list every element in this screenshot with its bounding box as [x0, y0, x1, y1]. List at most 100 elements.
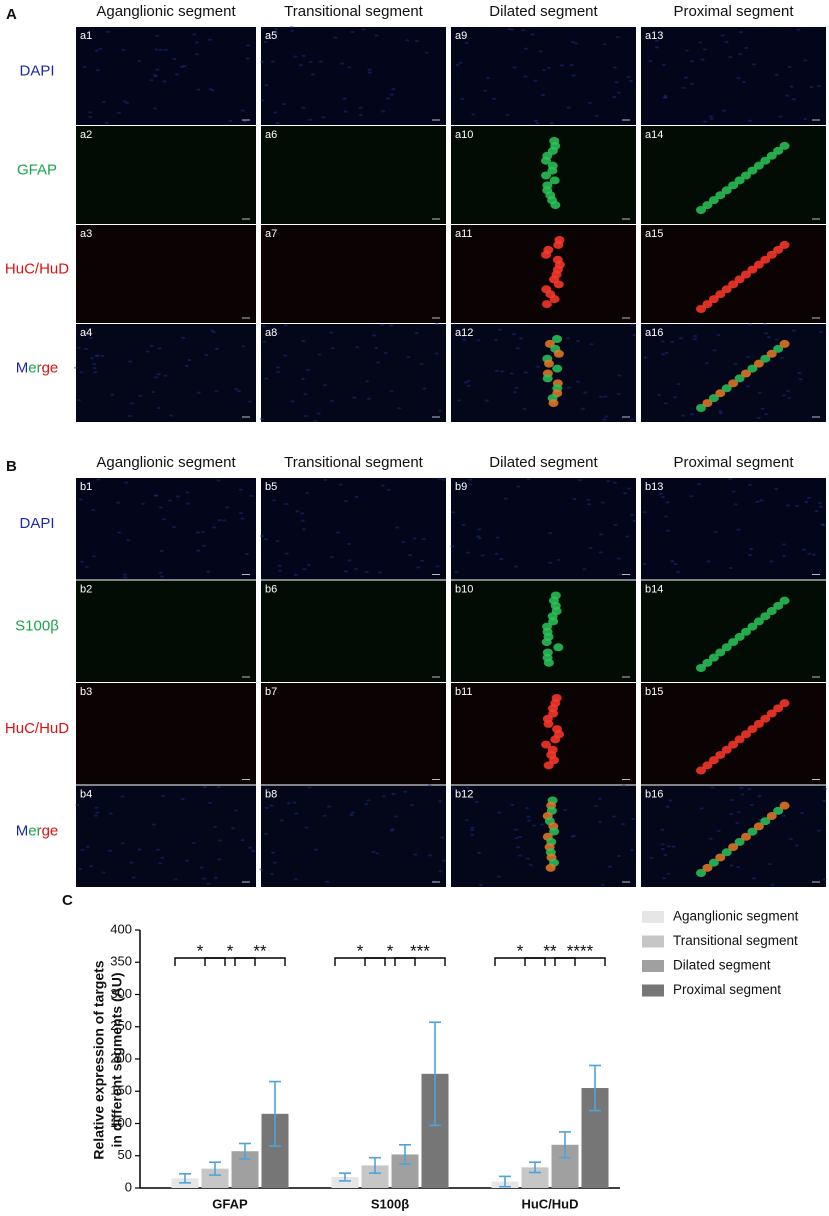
nucleus — [803, 117, 808, 120]
nucleus — [196, 549, 201, 552]
nucleus — [159, 549, 164, 552]
nucleus — [663, 94, 668, 97]
tile-label: a8 — [265, 327, 277, 339]
nucleus — [91, 508, 96, 511]
nucleus — [277, 569, 282, 572]
nucleus — [620, 823, 625, 826]
nucleus — [408, 554, 413, 557]
y-tick-label: 250 — [110, 1018, 132, 1033]
ganglion-cell — [543, 359, 554, 368]
nucleus — [180, 798, 185, 801]
significance-bracket — [174, 957, 226, 966]
error-bar — [339, 1172, 351, 1182]
nucleus — [821, 524, 826, 527]
nucleus — [269, 872, 274, 875]
nucleus — [329, 399, 334, 402]
nucleus — [546, 66, 551, 69]
ganglion-cell — [696, 664, 706, 672]
nucleus — [216, 786, 221, 789]
nucleus — [153, 376, 158, 379]
nucleus — [350, 811, 355, 814]
nucleus — [462, 338, 467, 341]
nucleus — [380, 484, 385, 487]
nucleus — [270, 60, 275, 63]
ganglion-cell — [741, 832, 751, 841]
nucleus — [576, 380, 581, 383]
nucleus — [468, 483, 473, 486]
nucleus — [358, 106, 363, 109]
nucleus — [509, 372, 514, 375]
ganglion-cell — [741, 171, 751, 180]
nucleus — [666, 845, 671, 848]
tile-label: a4 — [80, 327, 92, 339]
nucleus — [495, 536, 500, 539]
micrograph — [76, 785, 256, 887]
significance-bracket — [364, 957, 416, 966]
nucleus — [372, 334, 377, 337]
nucleus — [84, 347, 89, 350]
nucleus — [470, 833, 475, 836]
ganglion-cell — [766, 250, 777, 259]
nucleus — [455, 63, 460, 66]
nucleus — [657, 393, 662, 396]
nucleus — [724, 41, 729, 44]
nucleus — [380, 323, 385, 326]
nucleus — [511, 333, 516, 336]
nucleus — [466, 380, 471, 383]
nucleus — [420, 559, 425, 562]
nucleus — [80, 560, 85, 563]
nucleus — [390, 828, 395, 831]
micrograph — [261, 324, 446, 422]
nucleus — [755, 500, 760, 503]
nucleus — [181, 336, 186, 339]
nucleus — [804, 500, 809, 503]
nucleus — [630, 513, 635, 516]
nucleus — [259, 417, 264, 420]
nucleus — [728, 55, 733, 58]
nucleus — [749, 803, 754, 806]
tile-label: b1 — [80, 481, 92, 493]
nucleus — [191, 842, 196, 845]
nucleus — [206, 882, 211, 885]
nucleus — [660, 496, 665, 499]
nucleus — [811, 553, 816, 556]
error-bar — [429, 1021, 441, 1127]
nucleus — [194, 41, 199, 44]
nucleus — [617, 374, 622, 377]
nucleus — [217, 519, 222, 522]
nucleus — [616, 855, 621, 858]
nucleus — [478, 883, 483, 886]
nucleus — [785, 94, 790, 97]
nucleus — [162, 80, 167, 83]
nucleus — [594, 114, 599, 117]
nucleus — [746, 355, 751, 358]
micrograph — [261, 225, 446, 323]
nucleus — [626, 75, 631, 78]
micrograph — [641, 324, 826, 422]
nucleus — [684, 49, 689, 52]
nucleus — [729, 864, 734, 867]
nucleus — [660, 340, 665, 343]
nucleus — [284, 502, 289, 505]
nucleus — [676, 571, 681, 574]
ganglion-cell — [721, 745, 732, 754]
nucleus — [744, 46, 749, 49]
nucleus — [782, 543, 787, 546]
nucleus — [199, 866, 204, 869]
panel-label: B — [6, 458, 17, 475]
tile-label: b3 — [80, 686, 92, 698]
row-label: S100β — [15, 618, 59, 635]
nucleus — [623, 492, 628, 495]
nucleus — [161, 794, 166, 797]
y-tick-label: 400 — [110, 921, 132, 936]
nucleus — [729, 812, 734, 815]
nucleus — [569, 63, 574, 66]
nucleus — [733, 503, 738, 506]
nucleus — [259, 535, 264, 538]
nucleus — [477, 851, 482, 854]
micrograph — [261, 683, 446, 785]
nucleus — [222, 519, 227, 522]
nucleus — [300, 512, 305, 515]
nucleus — [706, 560, 711, 563]
